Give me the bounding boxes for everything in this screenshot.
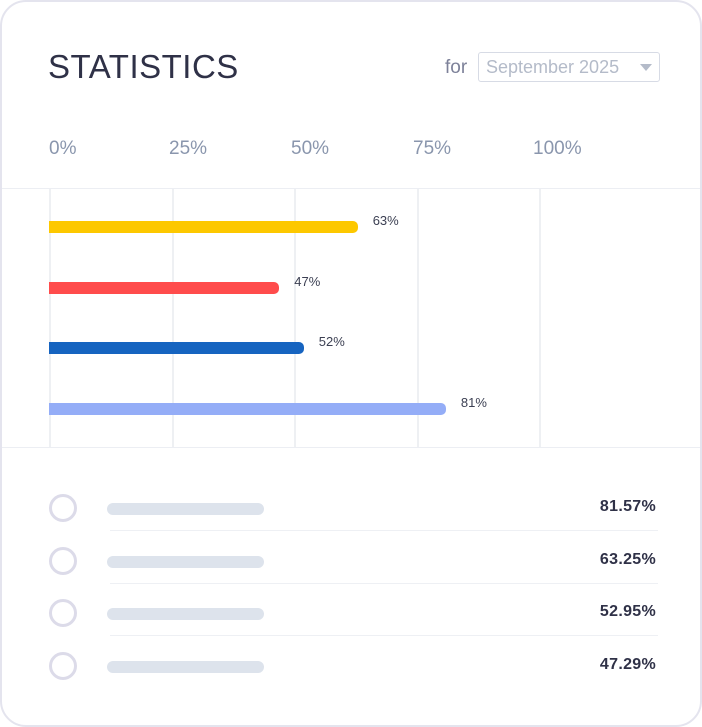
x-tick-label: 75% [413,138,452,159]
bar-series-3 [49,342,304,354]
radio-circle-icon[interactable] [49,652,77,680]
x-tick-label: 0% [49,138,77,159]
bar-value-label: 52% [318,334,345,349]
list-item[interactable]: 81.57% [2,494,700,546]
list-item[interactable]: 63.25% [2,547,700,599]
row-value: 47.29% [599,656,656,673]
list-item[interactable]: 52.95% [2,599,700,651]
bar-value-label: 47% [294,273,321,289]
x-tick-label: 100% [533,138,582,159]
grid-line [539,189,541,447]
radio-circle-icon[interactable] [49,599,77,627]
divider [110,530,658,531]
placeholder-bar [107,661,264,673]
bar-value-label: 81% [460,394,487,410]
bar-series-1 [49,221,358,233]
placeholder-bar [107,556,264,568]
grid-line [294,189,296,447]
x-tick-label: 25% [169,138,208,159]
divider [110,583,658,584]
period-select[interactable]: September 2025 [478,52,660,82]
grid-line [171,189,174,447]
chevron-down-icon [640,64,652,71]
radio-circle-icon[interactable] [49,547,77,575]
placeholder-bar [107,608,264,620]
row-value: 63.25% [599,551,656,568]
bar-value-label: 63% [372,213,399,228]
bar-chart: 63% 47% 52% 81% [2,188,700,448]
period-select-value: September 2025 [486,57,620,77]
placeholder-bar [107,503,264,515]
bar-series-4 [49,402,446,415]
row-value: 81.57% [599,498,656,515]
grid-line [416,189,419,447]
list-item[interactable]: 47.29% [2,652,700,704]
bar-series-2 [49,281,280,294]
row-value: 52.95% [599,603,656,620]
page-title: STATISTICS [48,48,239,85]
x-tick-label: 50% [291,138,330,159]
divider [110,635,658,636]
radio-circle-icon[interactable] [49,494,77,522]
for-label: for [445,57,468,78]
grid-line [49,189,51,447]
